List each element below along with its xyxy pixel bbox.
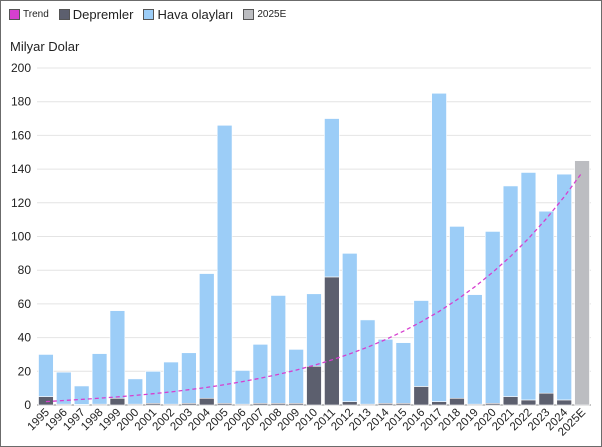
bar-hava-olaylar--2014 xyxy=(377,338,394,404)
bar-depremler-2011 xyxy=(324,276,340,406)
bar-depremler-2012 xyxy=(342,401,358,406)
bar-hava-olaylar--2012 xyxy=(342,253,358,402)
bar-hava-olaylar--2020 xyxy=(484,231,501,404)
bar-depremler-2023 xyxy=(538,392,555,406)
bar-hava-olaylar--2001 xyxy=(145,370,161,404)
bar-hava-olaylar--2018 xyxy=(449,226,465,399)
legend-item-2025e: 2025E xyxy=(243,9,286,20)
legend-item-trend: Trend xyxy=(9,9,49,20)
bar-hava-olaylar--2022 xyxy=(520,172,537,401)
bar-depremler-2016 xyxy=(413,386,429,406)
legend-item-hava-olaylari: Hava olayları xyxy=(143,7,233,22)
chart-legend: Trend Depremler Hava olayları 2025E xyxy=(9,7,286,22)
bar-hava-olaylar--2024 xyxy=(556,173,572,401)
bar-depremler-1999 xyxy=(109,397,126,406)
y-tick-label: 80 xyxy=(18,263,32,277)
bar-hava-olaylar--2019 xyxy=(467,294,483,405)
bar-depremler-2018 xyxy=(449,397,465,406)
bar-hava-olaylar--1999 xyxy=(109,310,126,399)
legend-label-trend: Trend xyxy=(23,9,49,20)
y-tick-label: 180 xyxy=(11,95,31,109)
bar-depremler-2024 xyxy=(556,399,572,406)
legend-label-depremler: Depremler xyxy=(72,7,134,22)
bar-hava-olaylar--2007 xyxy=(252,344,269,404)
bar-hava-olaylar--2013 xyxy=(359,319,376,405)
legend-label-hava-olaylari: Hava olayları xyxy=(157,7,234,22)
legend-swatch-trend xyxy=(9,9,20,20)
bar-hava-olaylar--2011 xyxy=(324,118,340,278)
bar-depremler-1995 xyxy=(38,396,54,406)
bar-hava-olaylar--2016 xyxy=(413,300,429,387)
bar-hava-olaylar--1998 xyxy=(91,353,108,405)
legend-item-depremler: Depremler xyxy=(58,7,134,22)
bar-hava-olaylar--2010 xyxy=(306,293,322,367)
y-tick-label: 140 xyxy=(11,162,31,176)
bar-hava-olaylar--1995 xyxy=(38,354,54,397)
bar-hava-olaylar--2006 xyxy=(234,370,251,405)
y-tick-label: 200 xyxy=(11,61,31,75)
bar-hava-olaylar--2017 xyxy=(431,92,447,402)
bar-depremler-2021 xyxy=(502,396,519,406)
bar-2025e-2025E xyxy=(574,160,590,406)
y-axis-title: Milyar Dolar xyxy=(10,39,80,54)
y-tick-label: 0 xyxy=(24,398,31,412)
y-tick-label: 60 xyxy=(18,297,32,311)
legend-swatch-2025e xyxy=(243,9,255,20)
bar-hava-olaylar--1996 xyxy=(56,371,72,405)
bar-hava-olaylar--2015 xyxy=(395,342,412,404)
bar-depremler-2010 xyxy=(306,365,322,406)
bar-hava-olaylar--2021 xyxy=(502,185,519,397)
legend-swatch-depremler xyxy=(58,9,70,20)
y-tick-label: 100 xyxy=(11,230,31,244)
bar-hava-olaylar--2023 xyxy=(538,210,555,394)
bar-hava-olaylar--2009 xyxy=(288,349,304,404)
y-tick-label: 40 xyxy=(18,331,32,345)
legend-label-2025e: 2025E xyxy=(257,9,287,20)
y-tick-label: 120 xyxy=(11,196,31,210)
bar-hava-olaylar--2008 xyxy=(270,295,286,404)
bar-hava-olaylar--2005 xyxy=(216,124,233,404)
y-tick-label: 20 xyxy=(18,364,32,378)
y-tick-label: 160 xyxy=(11,128,31,142)
bar-depremler-2017 xyxy=(431,401,447,406)
bar-hava-olaylar--2004 xyxy=(199,273,215,399)
bar-hava-olaylar--2000 xyxy=(127,378,144,405)
bar-hava-olaylar--1997 xyxy=(73,385,90,405)
bar-depremler-2022 xyxy=(520,399,537,406)
legend-swatch-hava-olaylari xyxy=(143,9,155,20)
bar-hava-olaylar--2003 xyxy=(181,352,197,404)
bar-depremler-2004 xyxy=(199,397,215,406)
bar-hava-olaylar--2002 xyxy=(163,361,179,405)
